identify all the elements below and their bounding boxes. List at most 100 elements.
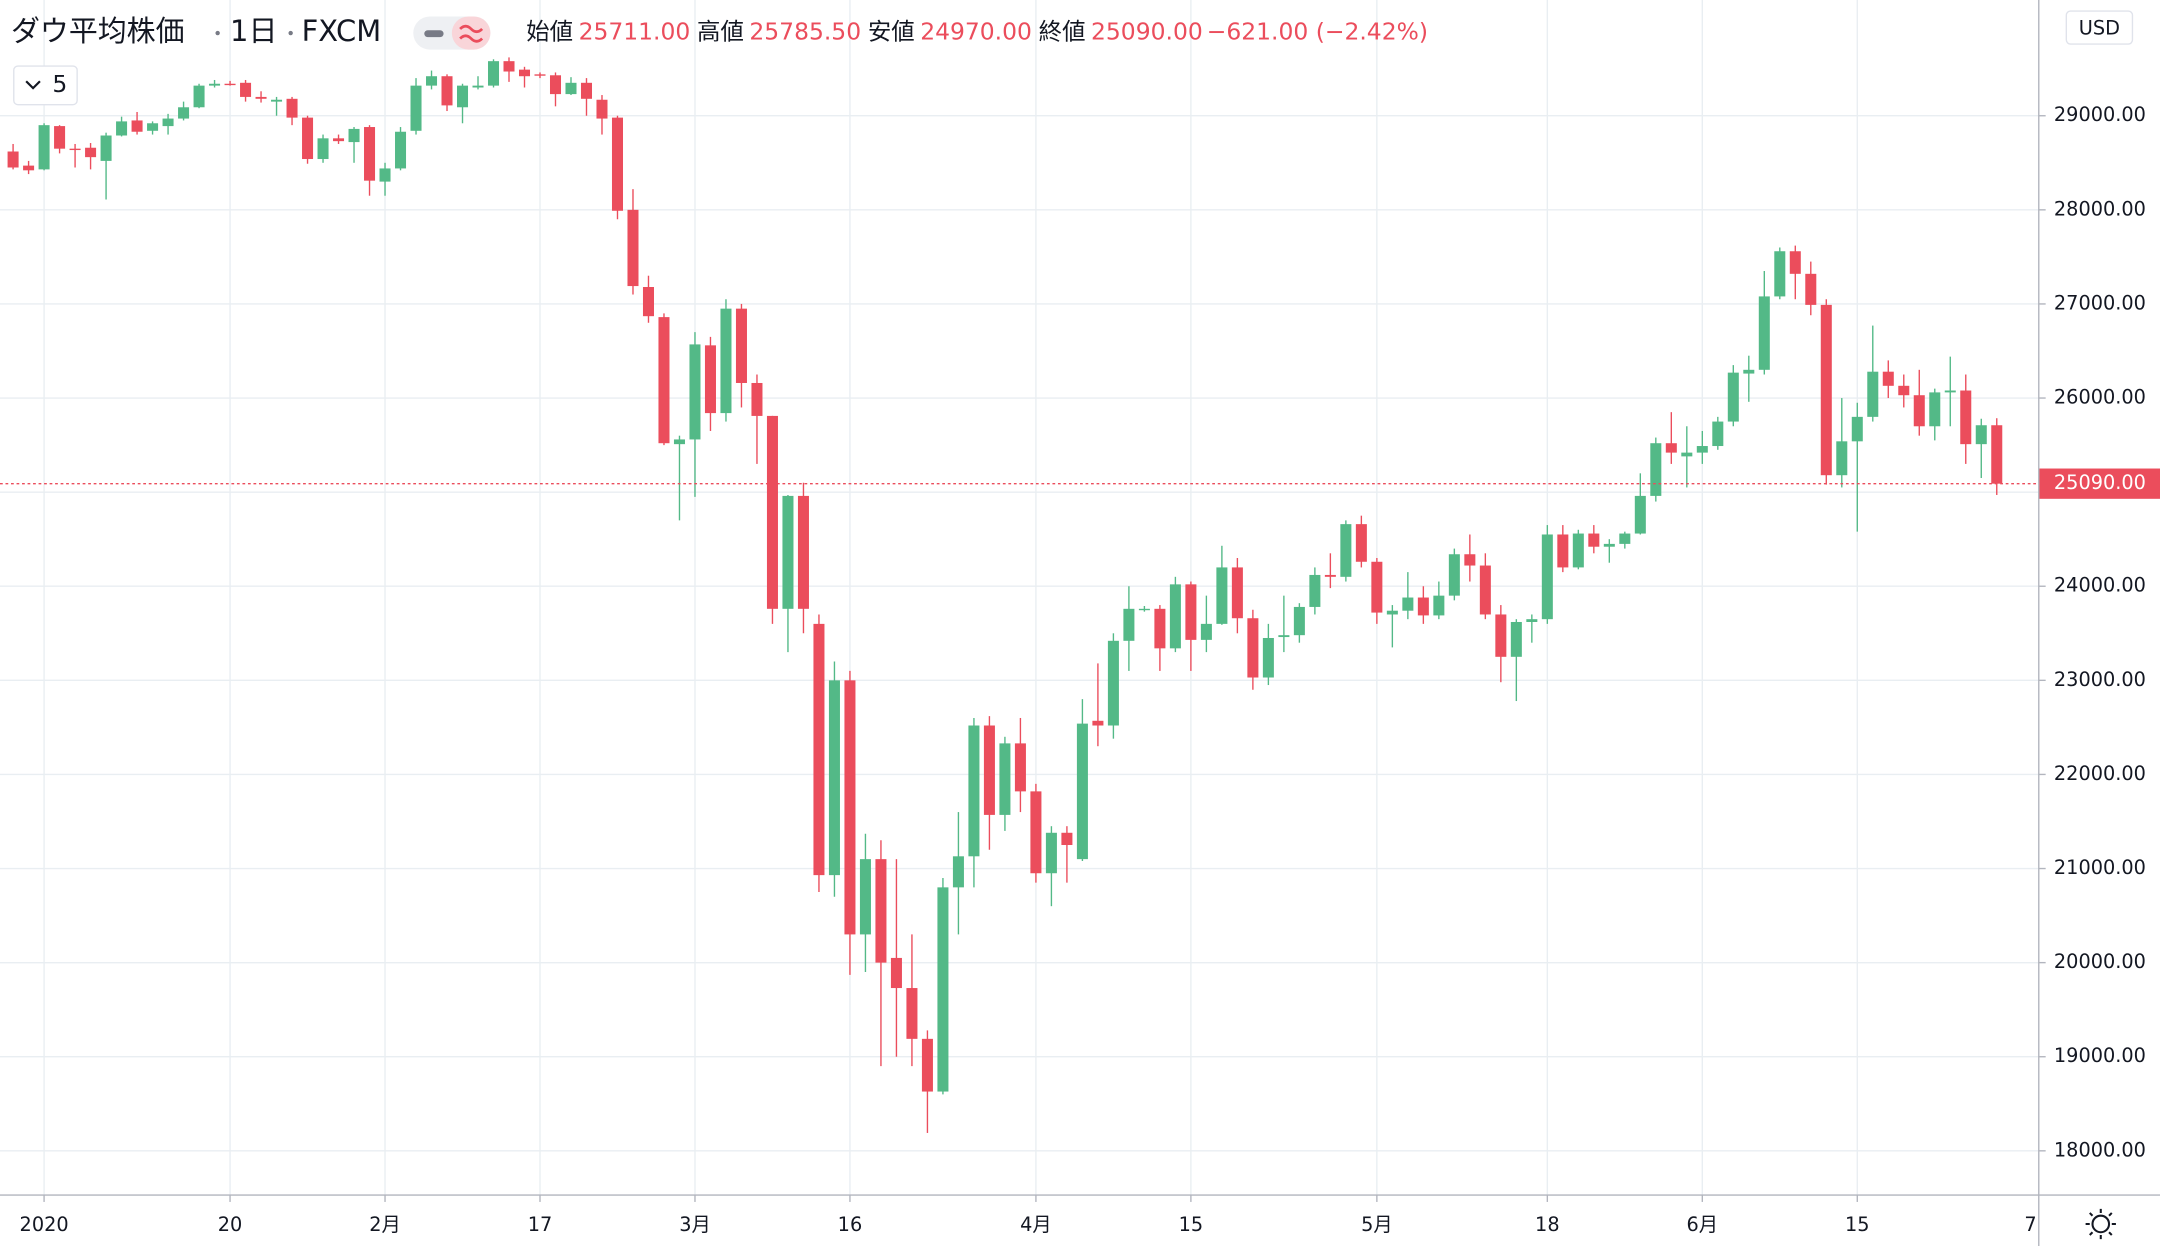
last-price-box: [2038, 468, 2160, 499]
candle-body: [1247, 618, 1259, 678]
candle-body: [472, 85, 484, 88]
candle-body: [1882, 371, 1894, 386]
settings-icon[interactable]: [2085, 1208, 2116, 1240]
candle-body: [487, 61, 500, 86]
candle-body: [1433, 595, 1445, 616]
candle-body: [580, 82, 593, 99]
candle-body: [23, 165, 35, 171]
candle-body: [1758, 296, 1770, 370]
candle-body: [1712, 421, 1724, 447]
candle-body: [224, 83, 236, 86]
legend-label: 高値: [697, 18, 744, 46]
legend-value: 25090.00: [1091, 18, 1203, 46]
candle-body: [1851, 416, 1863, 442]
candle-body: [1231, 567, 1243, 619]
candle-body: [1743, 369, 1755, 374]
candle-body: [1898, 385, 1910, 396]
candle-body: [1929, 392, 1941, 427]
candle-body: [1448, 554, 1460, 596]
candle-body: [1619, 533, 1631, 544]
y-tick-label: 24000.00: [2054, 574, 2146, 597]
candle-body: [131, 120, 143, 132]
candle-body: [1092, 720, 1104, 726]
candle-body: [952, 856, 964, 888]
candle-body: [1557, 534, 1569, 568]
candle-body: [193, 85, 205, 108]
candle-body: [704, 345, 716, 414]
wave-icon: [459, 24, 484, 43]
candle-body: [1340, 524, 1352, 577]
candle-body: [54, 126, 66, 149]
candle-body: [627, 209, 639, 287]
candle-body: [1402, 597, 1414, 611]
currency-badge[interactable]: [2065, 10, 2134, 45]
candle-body: [1960, 390, 1972, 445]
toggle-icon: [424, 30, 444, 38]
gear-teeth: [2085, 1208, 2116, 1240]
overlay: 25090.00: [0, 468, 2160, 499]
candle-body: [751, 382, 763, 416]
candle-body: [875, 859, 887, 963]
candle-body: [1355, 524, 1367, 562]
candle-body: [7, 151, 19, 168]
candle-body: [1495, 614, 1507, 657]
candle-body: [1991, 425, 2003, 484]
candle-body: [1820, 304, 1832, 476]
candle-body: [1836, 441, 1848, 476]
y-tick-label: 27000.00: [2054, 291, 2146, 314]
candle-body: [503, 61, 515, 72]
candle-body: [1371, 561, 1383, 613]
candle-body: [317, 138, 329, 160]
candle-body: [1045, 832, 1057, 874]
x-tick-label: 5月: [1361, 1213, 1393, 1236]
candle-body: [1774, 251, 1786, 297]
candle-body: [1138, 608, 1150, 611]
candle-body: [364, 127, 376, 181]
candle-body: [1076, 723, 1088, 860]
candle-body: [611, 117, 623, 211]
y-tick-label: 21000.00: [2054, 856, 2146, 879]
y-tick-label: 23000.00: [2054, 668, 2146, 691]
candle-body: [1200, 623, 1212, 640]
candle-body: [209, 83, 221, 86]
candle-body: [999, 743, 1011, 815]
candle-body: [286, 98, 298, 118]
separator: [288, 30, 293, 36]
candle-body: [1634, 495, 1646, 534]
candle-body: [813, 623, 825, 876]
candle-body: [828, 680, 840, 876]
x-tick-label: 6月: [1687, 1213, 1719, 1236]
candle-body: [906, 988, 918, 1039]
gear: [2091, 1214, 2111, 1234]
currency-label: USD: [2079, 16, 2120, 39]
candle-body: [69, 148, 81, 151]
candle-body: [1510, 621, 1522, 657]
candle-body: [457, 85, 469, 108]
candle-body: [844, 680, 856, 935]
candle-body: [1417, 597, 1429, 616]
candle-body: [348, 128, 360, 143]
candle-body: [565, 82, 577, 95]
candle-body: [766, 415, 778, 609]
collapse-button[interactable]: [13, 65, 78, 106]
candle-body: [1572, 533, 1584, 568]
candle-body: [100, 135, 112, 161]
candle-body: [1541, 534, 1553, 620]
candle-body: [1107, 640, 1119, 726]
candle-body: [1309, 574, 1321, 607]
candle-body: [240, 82, 252, 97]
candle-body: [1913, 395, 1925, 427]
candle-body: [1061, 832, 1073, 846]
legend-value: 24970.00: [920, 18, 1032, 46]
candle-body: [1944, 390, 1956, 393]
candle-body: [410, 85, 422, 131]
separator: [215, 30, 220, 36]
candle-body: [673, 439, 685, 445]
candle-body: [983, 725, 995, 815]
candle-body: [379, 168, 391, 182]
x-tick-label: 4月: [1020, 1213, 1052, 1236]
y-tick-label: 18000.00: [2054, 1138, 2146, 1161]
candle-body: [1603, 543, 1615, 547]
